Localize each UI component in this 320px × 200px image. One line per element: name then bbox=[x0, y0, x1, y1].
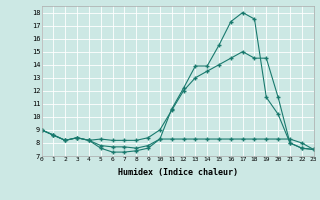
X-axis label: Humidex (Indice chaleur): Humidex (Indice chaleur) bbox=[118, 168, 237, 177]
